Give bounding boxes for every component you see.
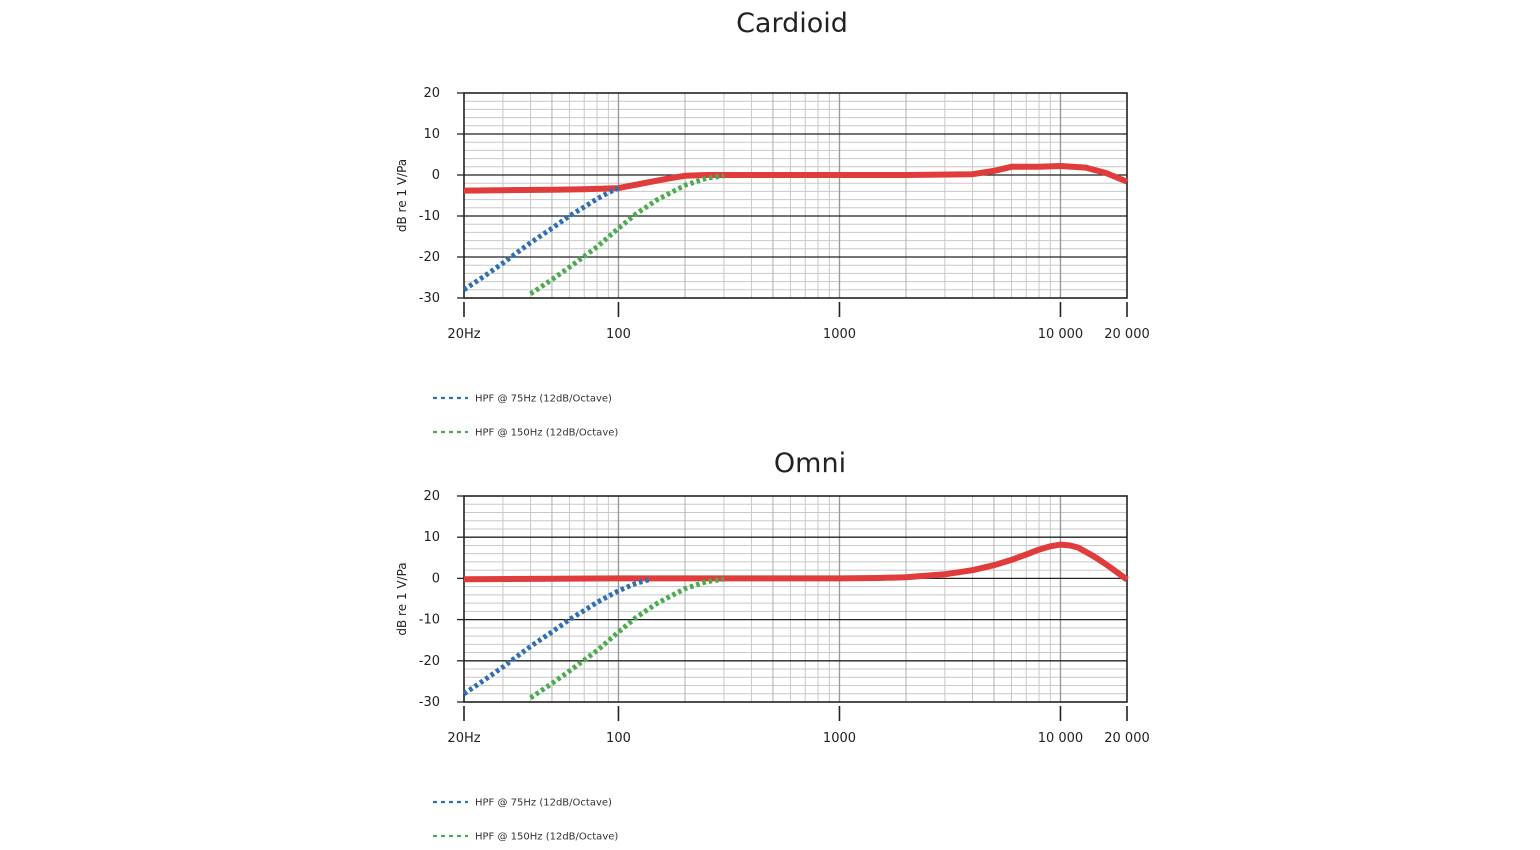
- y-tick-label: -20: [419, 250, 440, 265]
- x-tick-label: 10 000: [1038, 731, 1084, 746]
- y-tick-label: -20: [419, 654, 440, 669]
- x-tick-label: 20 000: [1104, 731, 1150, 746]
- legend-label-hpf-150hz: HPF @ 150Hz (12dB/Octave): [475, 832, 618, 843]
- x-tick-label: 20Hz: [447, 327, 480, 342]
- plot-frame: [463, 92, 1128, 299]
- y-tick-label: -10: [419, 209, 440, 224]
- y-tick-label: 0: [432, 571, 440, 586]
- y-tick-label: -10: [419, 613, 440, 628]
- y-tick-label: -30: [419, 291, 440, 306]
- y-tick-label: -30: [419, 695, 440, 710]
- series-line-hpf-75hz: [462, 185, 620, 292]
- x-tick-label: 1000: [823, 731, 856, 746]
- legend-label-hpf-75hz: HPF @ 75Hz (12dB/Octave): [475, 798, 612, 809]
- y-tick-label: 0: [432, 168, 440, 183]
- x-tick-label: 100: [606, 731, 631, 746]
- series-line-hpf-150hz: [529, 173, 725, 296]
- x-tick-label: 1000: [823, 327, 856, 342]
- x-tick-label: 100: [606, 327, 631, 342]
- chart-title: Omni: [774, 448, 846, 479]
- y-axis-label: dB re 1 V/Pa: [395, 562, 409, 635]
- legend-label-hpf-150hz: HPF @ 150Hz (12dB/Octave): [475, 428, 618, 439]
- y-tick-label: 10: [423, 127, 440, 142]
- series-line-hpf-150hz: [529, 576, 725, 700]
- x-tick-label: 10 000: [1038, 327, 1084, 342]
- y-axis-label: dB re 1 V/Pa: [395, 159, 409, 232]
- y-tick-label: 10: [423, 530, 440, 545]
- series-line-response: [463, 541, 1129, 583]
- y-tick-label: 20: [423, 86, 440, 101]
- series-line-hpf-75hz: [462, 576, 652, 696]
- chart-title: Cardioid: [736, 8, 848, 39]
- series-line-response: [463, 163, 1129, 194]
- plot-frame: [463, 495, 1128, 703]
- x-tick-label: 20 000: [1104, 327, 1150, 342]
- y-tick-label: 20: [423, 489, 440, 504]
- legend-label-hpf-75hz: HPF @ 75Hz (12dB/Octave): [475, 394, 612, 405]
- x-tick-label: 20Hz: [447, 731, 480, 746]
